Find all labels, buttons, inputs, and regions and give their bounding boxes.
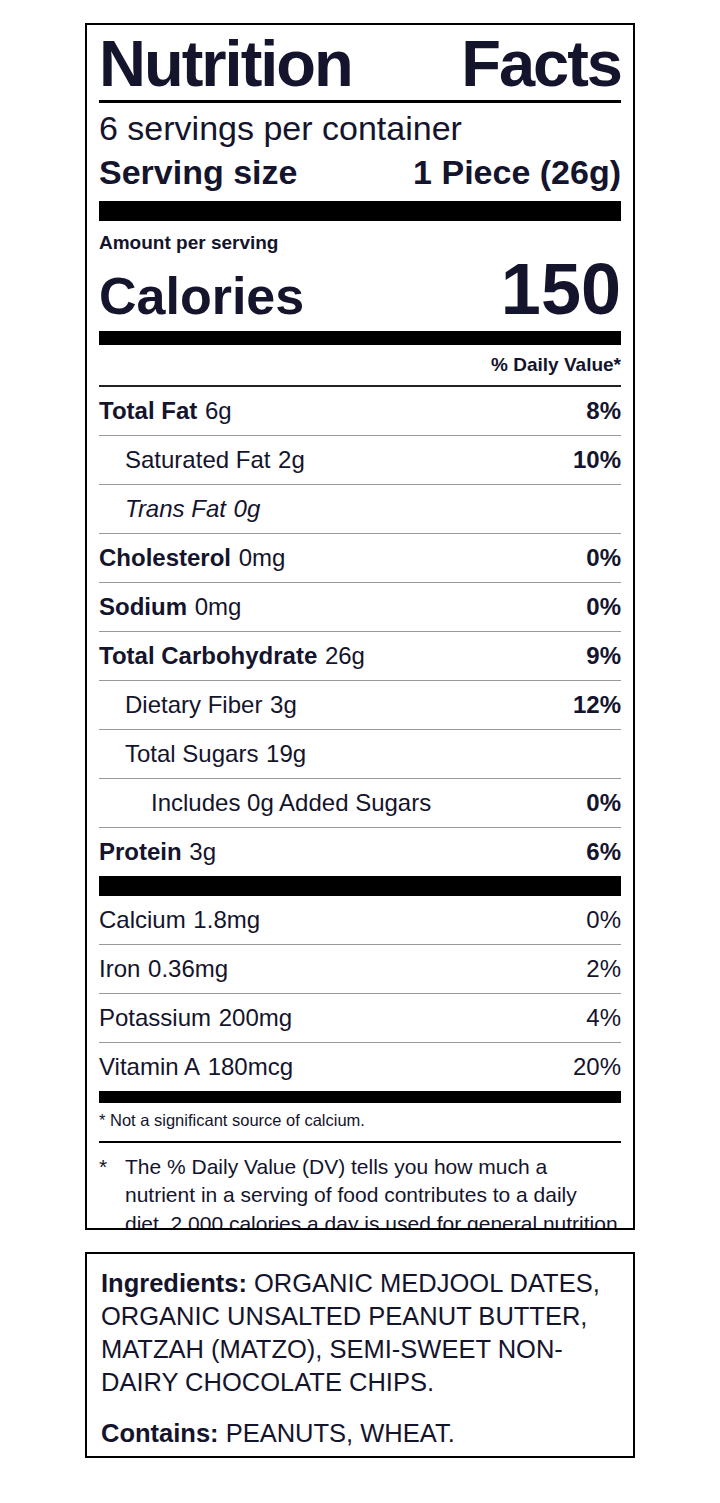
nutrient-name: Potassium — [99, 1004, 211, 1031]
nutrient-name: Cholesterol — [99, 544, 231, 571]
nutrient-name: Trans Fat — [125, 495, 226, 522]
nutrient-row-protein: Protein 3g 6% — [99, 828, 621, 876]
title-divider — [99, 100, 621, 103]
serving-size-value: 1 Piece (26g) — [413, 152, 621, 193]
nutrient-dv: 2% — [586, 955, 621, 983]
nutrient-dv: 0% — [586, 544, 621, 572]
serving-size-label: Serving size — [99, 152, 297, 193]
footnote-asterisk: * — [99, 1153, 125, 1230]
nutrient-dv: 0% — [586, 906, 621, 934]
nutrition-facts-label: Nutrition Facts 6 servings per container… — [85, 23, 635, 1230]
thick-divider-micronutrients — [99, 1091, 621, 1103]
nutrient-amount: 0mg — [239, 544, 286, 571]
calories-value: 150 — [501, 253, 621, 325]
nutrient-row-total-carbohydrate: Total Carbohydrate 26g 9% — [99, 632, 621, 681]
nutrient-amount: 1.8mg — [193, 906, 260, 933]
nutrient-amount: 3g — [189, 838, 216, 865]
nutrient-dv: 4% — [586, 1004, 621, 1032]
calories-row: Calories 150 — [99, 253, 621, 325]
nutrient-row-saturated-fat: Saturated Fat 2g 10% — [99, 436, 621, 485]
nutrient-dv: 0% — [586, 593, 621, 621]
nutrient-name: Total Sugars — [125, 740, 258, 767]
ingredients-statement: Ingredients: ORGANIC MEDJOOL DATES, ORGA… — [101, 1267, 619, 1400]
nutrient-amount: 180mcg — [208, 1053, 293, 1080]
nutrient-name: Sodium — [99, 593, 187, 620]
nutrient-amount: 6g — [205, 397, 232, 424]
nutrient-row-sodium: Sodium 0mg 0% — [99, 583, 621, 632]
contains-text: PEANUTS, WHEAT. — [226, 1419, 455, 1447]
nutrient-amount: 19g — [266, 740, 306, 767]
nutrient-amount: 0.36mg — [148, 955, 228, 982]
thick-divider-calories — [99, 331, 621, 345]
contains-statement: Contains: PEANUTS, WHEAT. — [101, 1417, 619, 1450]
nutrient-amount: 0g — [234, 495, 261, 522]
thick-divider-top — [99, 201, 621, 221]
nutrient-row-total-fat: Total Fat 6g 8% — [99, 387, 621, 436]
nutrient-dv: 6% — [586, 838, 621, 866]
page: Nutrition Facts 6 servings per container… — [0, 0, 720, 1503]
label-title: Nutrition Facts — [99, 31, 621, 96]
ingredients-box: Ingredients: ORGANIC MEDJOOL DATES, ORGA… — [85, 1252, 635, 1458]
nutrient-name: Saturated Fat — [125, 446, 270, 473]
micronutrient-row-calcium: Calcium 1.8mg 0% — [99, 896, 621, 945]
nutrient-name: Vitamin A — [99, 1053, 200, 1080]
nutrient-dv: 10% — [573, 446, 621, 474]
nutrient-row-cholesterol: Cholesterol 0mg 0% — [99, 534, 621, 583]
thick-divider-protein — [99, 876, 621, 896]
nutrient-dv: 20% — [573, 1053, 621, 1081]
nutrient-dv: 8% — [586, 397, 621, 425]
nutrient-amount: 2g — [278, 446, 305, 473]
calcium-footnote: * Not a significant source of calcium. — [99, 1103, 621, 1140]
nutrient-row-added-sugars: Includes 0g Added Sugars 0% — [99, 779, 621, 828]
contains-label: Contains: — [101, 1419, 219, 1447]
nutrient-dv: 12% — [573, 691, 621, 719]
micronutrient-row-vitamin-a: Vitamin A 180mcg 20% — [99, 1043, 621, 1091]
micronutrient-row-potassium: Potassium 200mg 4% — [99, 994, 621, 1043]
nutrient-amount: 3g — [270, 691, 297, 718]
nutrient-name: Total Carbohydrate — [99, 642, 317, 669]
nutrient-name: Total Fat — [99, 397, 197, 424]
daily-value-header: % Daily Value* — [99, 345, 621, 387]
nutrient-row-dietary-fiber: Dietary Fiber 3g 12% — [99, 681, 621, 730]
serving-size-row: Serving size 1 Piece (26g) — [99, 152, 621, 193]
nutrient-dv: 0% — [586, 789, 621, 817]
calories-label: Calories — [99, 268, 304, 325]
ingredients-label: Ingredients: — [101, 1269, 247, 1297]
nutrient-name: Iron — [99, 955, 140, 982]
micronutrient-rows: Calcium 1.8mg 0% Iron 0.36mg 2% Potassium 2… — [99, 896, 621, 1091]
nutrient-name: Includes 0g Added Sugars — [151, 789, 431, 816]
nutrient-name: Dietary Fiber — [125, 691, 262, 718]
footnote-text: The % Daily Value (DV) tells you how muc… — [125, 1153, 621, 1230]
nutrient-amount: 200mg — [219, 1004, 292, 1031]
nutrient-row-trans-fat: Trans Fat 0g — [99, 485, 621, 534]
servings-per-container: 6 servings per container — [99, 107, 621, 150]
nutrient-name: Protein — [99, 838, 182, 865]
micronutrient-row-iron: Iron 0.36mg 2% — [99, 945, 621, 994]
nutrient-rows: Total Fat 6g 8% Saturated Fat 2g 10% Trans… — [99, 387, 621, 876]
nutrient-amount: 0mg — [195, 593, 242, 620]
nutrient-row-total-sugars: Total Sugars 19g — [99, 730, 621, 779]
nutrient-amount: 26g — [325, 642, 365, 669]
nutrient-dv: 9% — [586, 642, 621, 670]
nutrient-name: Calcium — [99, 906, 186, 933]
daily-value-footnote: * The % Daily Value (DV) tells you how m… — [99, 1143, 621, 1230]
